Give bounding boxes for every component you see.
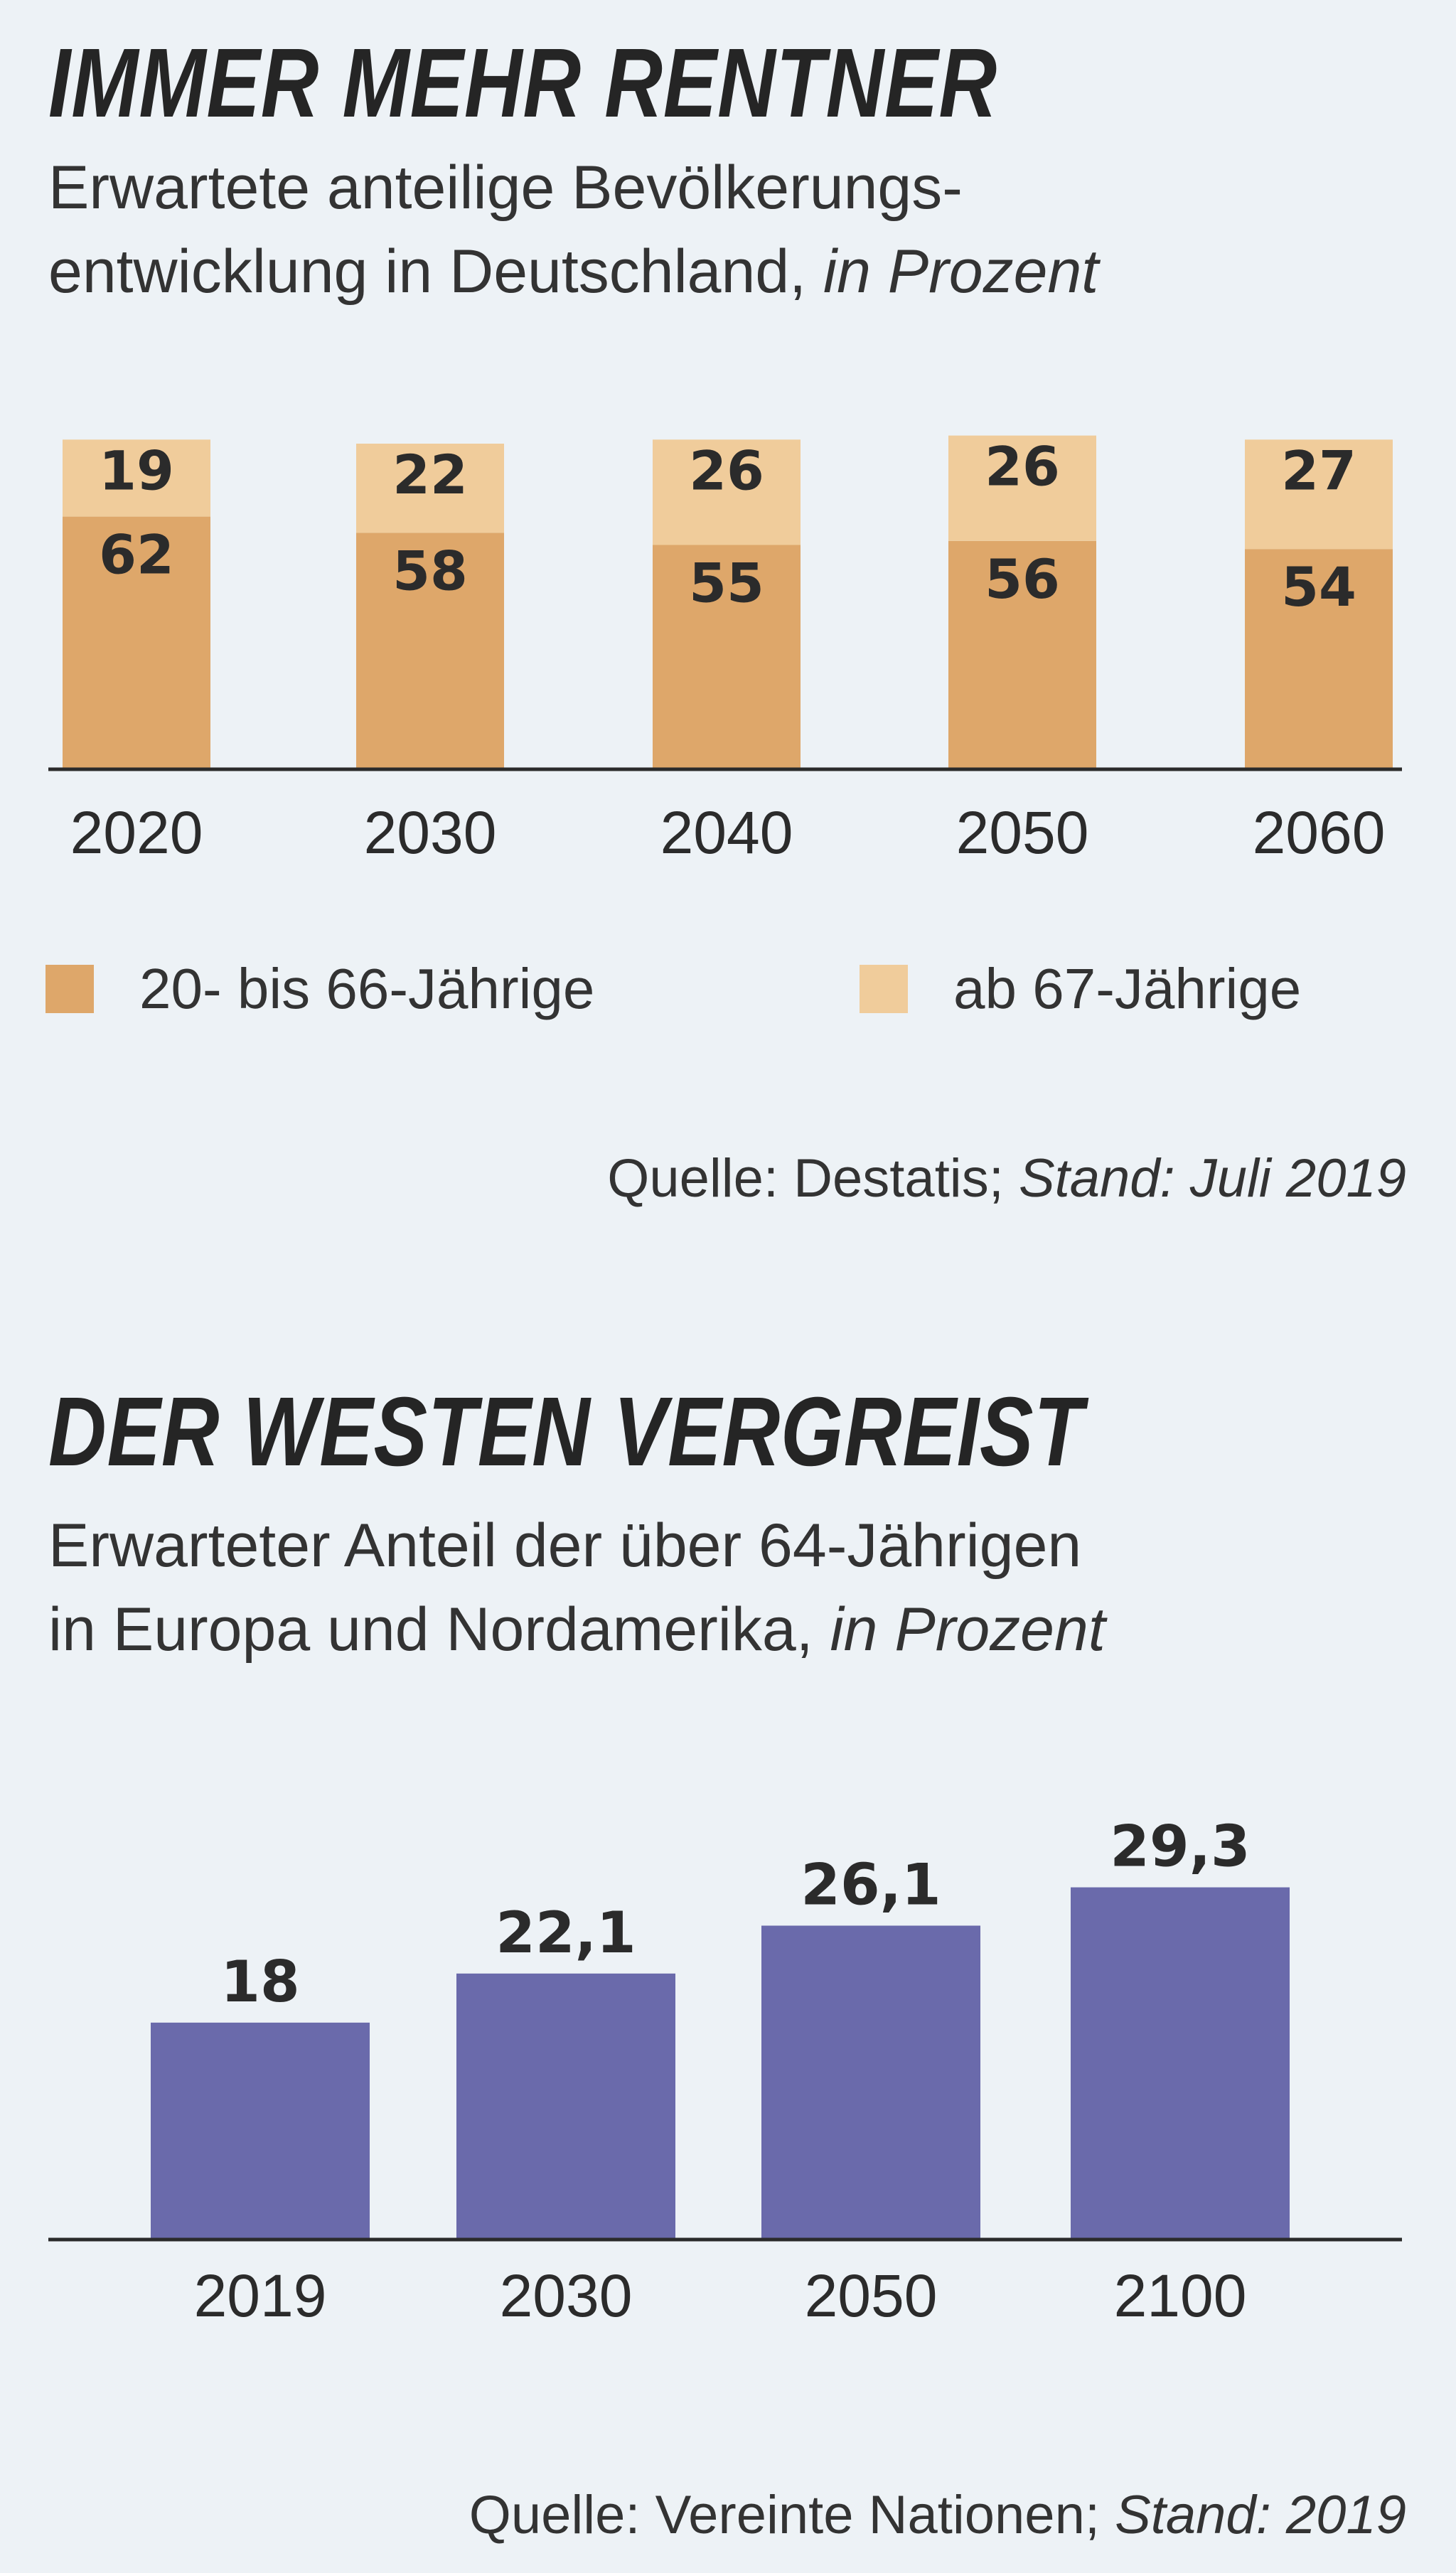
bar-retirees-2040 — [653, 439, 801, 545]
chart1-title: IMMER MEHR RENTNER — [48, 28, 997, 138]
population-stacked-bar-chart: 19 62 2020 22 58 2030 26 55 2040 26 56 2050 27 54 2060 — [48, 435, 1402, 866]
bar-working-age-2020 — [63, 516, 210, 768]
bar-2050 — [761, 1925, 980, 2238]
chart2-subtitle-line1: Erwarteter Anteil der über 64-Jährigen — [48, 1512, 1082, 1580]
label-working-age-2040: 55 — [689, 552, 764, 615]
value-label-2100: 29,3 — [1110, 1814, 1250, 1880]
chart2-source-date: Stand: 2019 — [1115, 2485, 1406, 2545]
bar-2030 — [456, 1973, 675, 2238]
chart1-subtitle-line2-wrap: entwicklung in Deutschland, in Prozent — [48, 230, 1098, 314]
label-retirees-2050: 26 — [985, 435, 1060, 498]
value-label-2050: 26,1 — [801, 1851, 941, 1917]
x-tick-label-2050: 2050 — [956, 799, 1089, 866]
x-tick-label-2050: 2050 — [805, 2262, 938, 2329]
chart2-source-label: Quelle: Vereinte Nationen; — [469, 2485, 1100, 2545]
x-tick-label-2020: 2020 — [70, 799, 203, 866]
bar-2100 — [1071, 1887, 1290, 2238]
bar-retirees-2020 — [63, 439, 210, 517]
chart2-subtitle-line2-wrap: in Europa und Nordamerika, in Prozent — [48, 1588, 1106, 1671]
chart1-subtitle-unit: in Prozent — [823, 237, 1099, 306]
x-tick-label-2040: 2040 — [660, 799, 793, 866]
legend-swatch-retirees — [860, 965, 908, 1013]
label-working-age-2020: 62 — [99, 523, 174, 587]
x-tick-label-2100: 2100 — [1114, 2262, 1247, 2329]
bar-retirees-2060 — [1245, 439, 1393, 550]
chart1-subtitle-line1: Erwartete anteilige Bevölkerungs- — [48, 154, 963, 222]
legend-label-retirees: ab 67-Jährige — [953, 957, 1302, 1020]
chart1-source-date: Stand: Juli 2019 — [1018, 1148, 1406, 1209]
label-working-age-2060: 54 — [1281, 555, 1356, 619]
label-retirees-2040: 26 — [689, 439, 764, 502]
value-label-2019: 18 — [220, 1949, 299, 2015]
label-working-age-2030: 58 — [392, 539, 468, 602]
legend-item-working-age: 20- bis 66-Jährige — [46, 956, 594, 1022]
legend-swatch-working-age — [46, 965, 94, 1013]
legend-label-working-age: 20- bis 66-Jährige — [139, 957, 595, 1020]
legend-item-retirees: ab 67-Jährige — [860, 956, 1301, 1022]
chart1-subtitle-line2: entwicklung in Deutschland, — [48, 237, 807, 306]
bar-2019 — [151, 2022, 370, 2238]
label-retirees-2060: 27 — [1281, 439, 1356, 502]
chart1-legend: 20- bis 66-Jährige ab 67-Jährige — [46, 956, 1410, 1027]
bar-retirees-2030 — [356, 444, 504, 533]
chart2-subtitle-unit: in Prozent — [830, 1595, 1106, 1664]
chart2-subtitle-line2: in Europa und Nordamerika, — [48, 1595, 813, 1664]
bar-working-age-2060 — [1245, 549, 1393, 768]
chart1-subtitle: Erwartete anteilige Bevölkerungs- entwic… — [48, 146, 1098, 314]
chart1-source-label: Quelle: Destatis; — [607, 1148, 1004, 1209]
chart2-subtitle: Erwarteter Anteil der über 64-Jährigen i… — [48, 1504, 1106, 1671]
chart1-source: Quelle: Destatis; Stand: Juli 2019 — [607, 1152, 1406, 1206]
x-tick-label-2019: 2019 — [194, 2262, 327, 2329]
bar-working-age-2030 — [356, 533, 504, 768]
bar-working-age-2050 — [948, 540, 1096, 768]
bar-retirees-2050 — [948, 435, 1096, 541]
bar-working-age-2040 — [653, 545, 801, 768]
label-retirees-2020: 19 — [99, 439, 174, 502]
label-retirees-2030: 22 — [392, 443, 468, 506]
chart2-source: Quelle: Vereinte Nationen; Stand: 2019 — [469, 2488, 1406, 2542]
x-tick-label-2030: 2030 — [364, 799, 497, 866]
chart2-title: DER WESTEN VERGREIST — [48, 1377, 1084, 1487]
x-tick-label-2030: 2030 — [500, 2262, 633, 2329]
x-tick-label-2060: 2060 — [1253, 799, 1386, 866]
elderly-share-bar-chart: 18 2019 22,1 2030 26,1 2050 29,3 2100 — [48, 1814, 1402, 2329]
value-label-2030: 22,1 — [496, 1900, 636, 1966]
label-working-age-2050: 56 — [985, 547, 1060, 611]
